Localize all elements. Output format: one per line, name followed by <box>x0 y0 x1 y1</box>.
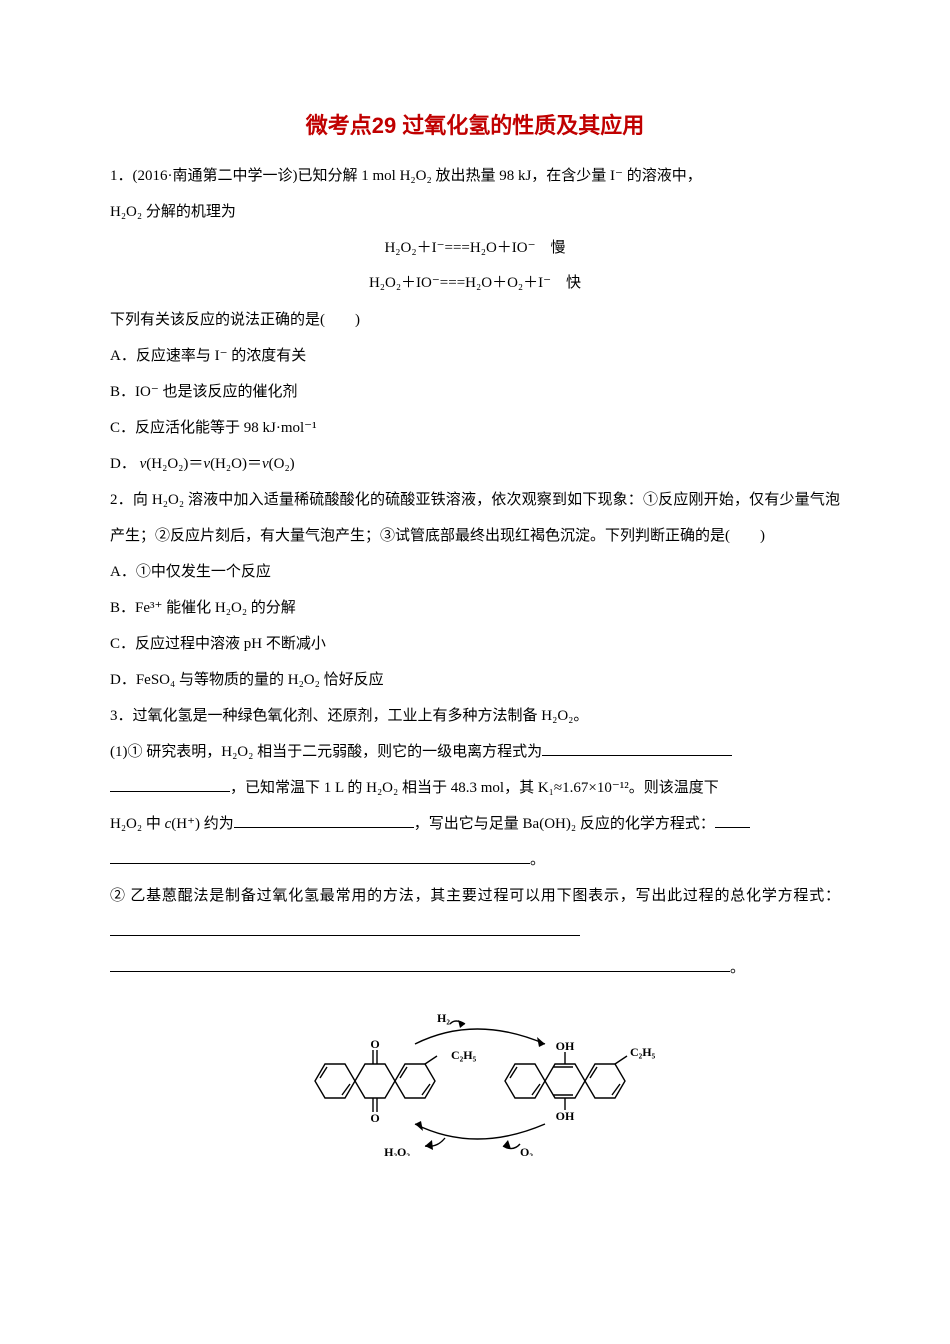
left-ring-3 <box>395 1064 435 1098</box>
blank-2 <box>110 776 230 792</box>
top-arrow-head <box>537 1037 545 1047</box>
q3-part2-line1: ② 乙基蒽醌法是制备过氧化氢最常用的方法，其主要过程可以用下图表示，写出此过程的… <box>110 878 840 950</box>
blank-4 <box>715 812 750 828</box>
q3-stem: 3．过氧化氢是一种绿色氧化剂、还原剂，工业上有多种方法制备 H₂O₂。 <box>110 698 840 734</box>
q3-part1-line1: (1)① 研究表明，H₂O₂ 相当于二元弱酸，则它的一级电离方程式为 <box>110 734 840 770</box>
q1-option-c: C．反应活化能等于 98 kJ·mol⁻¹ <box>110 410 840 446</box>
anthraquinone-cycle-svg: O O C₂H₅ OH OH C₂H₅ H₂ O₂ H₂O₂ <box>295 1006 655 1156</box>
q1-ask: 下列有关该反应的说法正确的是( ) <box>110 302 840 338</box>
right-db-3 <box>590 1067 597 1078</box>
q3-p1b-text: ，已知常温下 1 L 的 H₂O₂ 相当于 48.3 mol，其 K₁≈1.67… <box>230 780 719 796</box>
q3-part1-line3: H₂O₂ 中 c(H⁺) 约为 ，写出它与足量 Ba(OH)₂ 反应的化学方程式： <box>110 806 840 842</box>
h2-label: H₂ <box>437 1011 450 1025</box>
left-c2h5: C₂H₅ <box>451 1048 477 1062</box>
q1-option-d: D． v(H₂O₂)＝v(H₂O)＝v(O₂) <box>110 446 840 482</box>
q2-stem: 2．向 H₂O₂ 溶液中加入适量稀硫酸酸化的硫酸亚铁溶液，依次观察到如下现象：①… <box>110 482 840 554</box>
q1-option-d-prefix: D． <box>110 456 136 472</box>
q2-option-b: B．Fe³⁺ 能催化 H₂O₂ 的分解 <box>110 590 840 626</box>
lesson-title: 微考点29 过氧化氢的性质及其应用 <box>110 108 840 140</box>
q3-p2-text: ② 乙基蒽醌法是制备过氧化氢最常用的方法，其主要过程可以用下图表示，写出此过程的… <box>110 888 840 904</box>
q3-part1-line2: ，已知常温下 1 L 的 H₂O₂ 相当于 48.3 mol，其 K₁≈1.67… <box>110 770 840 806</box>
h2o2-label: H₂O₂ <box>384 1145 410 1156</box>
blank-7 <box>110 956 730 972</box>
q1-equation-2: H₂O₂＋IO⁻===H₂O＋O₂＋I⁻ 快 <box>110 267 840 300</box>
left-O-top: O <box>370 1037 379 1051</box>
q2-option-a: A．①中仅发生一个反应 <box>110 554 840 590</box>
q3-p1a-text: (1)① 研究表明，H₂O₂ 相当于二元弱酸，则它的一级电离方程式为 <box>110 744 542 760</box>
q3-part1-line4: 。 <box>110 842 840 878</box>
q1-option-a: A．反应速率与 I⁻ 的浓度有关 <box>110 338 840 374</box>
left-db-3 <box>400 1067 407 1078</box>
q2-option-d: D．FeSO₄ 与等物质的量的 H₂O₂ 恰好反应 <box>110 662 840 698</box>
reaction-cycle-diagram: O O C₂H₅ OH OH C₂H₅ H₂ O₂ H₂O₂ <box>110 1006 840 1161</box>
q3-part2-line2: 。 <box>110 950 840 986</box>
left-db-4 <box>422 1084 430 1095</box>
blank-1 <box>542 740 732 756</box>
q1-stem-line1: 1．(2016·南通第二中学一诊)已知分解 1 mol H₂O₂ 放出热量 98… <box>110 158 840 194</box>
left-ring-2 <box>355 1064 395 1098</box>
right-ring-1 <box>505 1064 545 1098</box>
right-db-1 <box>510 1067 517 1078</box>
q1-stem-line2: H₂O₂ 分解的机理为 <box>110 194 840 230</box>
q2-option-c: C．反应过程中溶液 pH 不断减小 <box>110 626 840 662</box>
left-db-1 <box>320 1067 327 1078</box>
left-db-2 <box>342 1084 350 1095</box>
o2-label: O₂ <box>520 1145 533 1156</box>
right-db-4 <box>612 1084 620 1095</box>
h2-hook-head <box>458 1020 465 1028</box>
right-ring-2 <box>545 1064 585 1098</box>
q1-equation-1: H₂O₂＋I⁻===H₂O＋IO⁻ 慢 <box>110 232 840 265</box>
q1-option-b: B．IO⁻ 也是该反应的催化剂 <box>110 374 840 410</box>
top-arrow-path <box>415 1029 545 1044</box>
bottom-arrow-head <box>415 1121 423 1131</box>
right-ring-3 <box>585 1064 625 1098</box>
bottom-arrow-path <box>415 1124 545 1139</box>
left-ring-1 <box>315 1064 355 1098</box>
q3-p1c-prefix: H₂O₂ 中 c(H⁺) 约为 <box>110 816 234 832</box>
q3-p1c-mid: ，写出它与足量 Ba(OH)₂ 反应的化学方程式： <box>414 816 715 832</box>
right-db-2 <box>532 1084 540 1095</box>
left-O-bottom: O <box>370 1111 379 1125</box>
h2o2-hook-head <box>425 1140 433 1150</box>
left-ethyl-bond <box>425 1056 437 1064</box>
right-OH-bottom: OH <box>556 1109 575 1123</box>
blank-5 <box>110 848 530 864</box>
blank-3 <box>234 812 414 828</box>
right-OH-top: OH <box>556 1039 575 1053</box>
right-c2h5: C₂H₅ <box>630 1045 655 1059</box>
page: 微考点29 过氧化氢的性质及其应用 1．(2016·南通第二中学一诊)已知分解 … <box>0 0 950 1344</box>
right-ethyl-bond <box>615 1056 627 1064</box>
blank-6 <box>110 920 580 936</box>
